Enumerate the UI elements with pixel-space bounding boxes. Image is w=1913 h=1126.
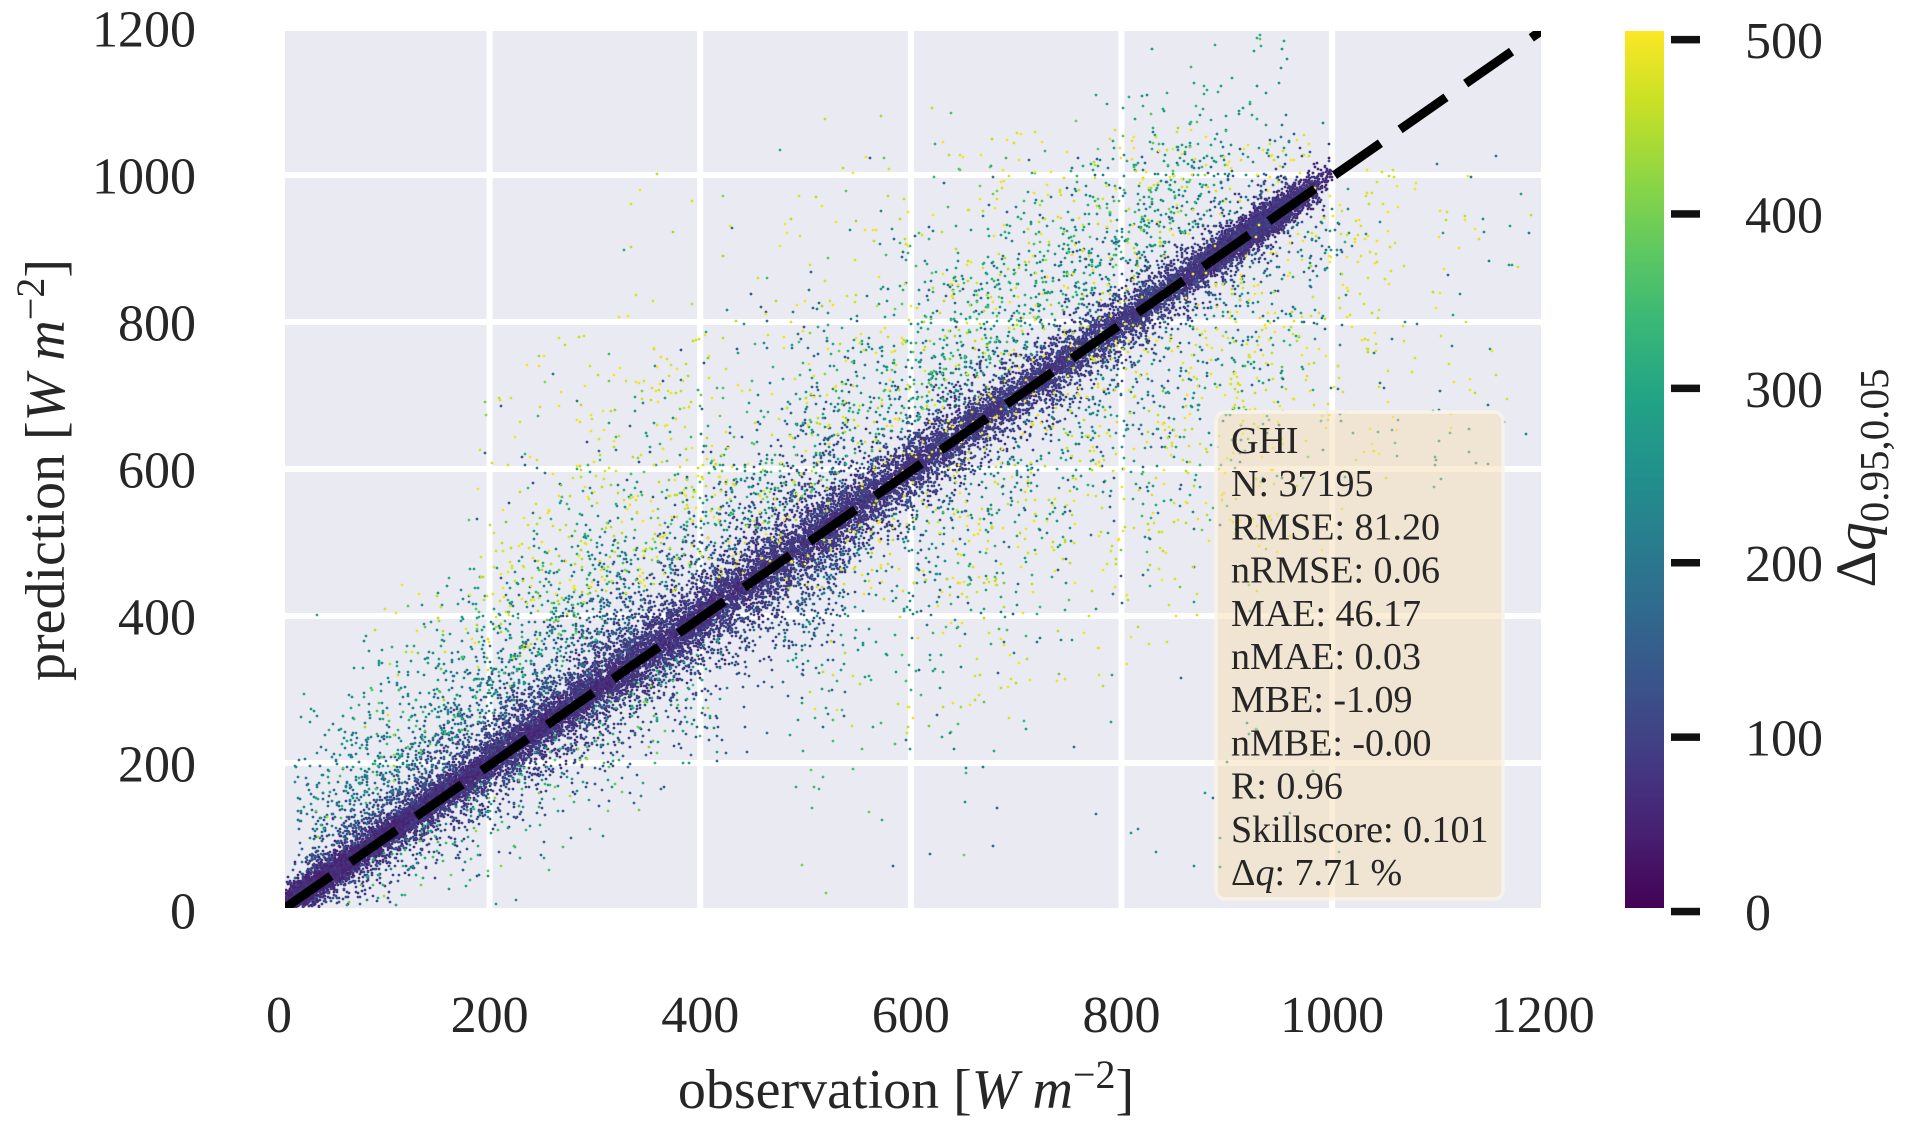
svg-text:600: 600 <box>872 987 950 1044</box>
svg-text:600: 600 <box>118 443 196 500</box>
svg-text:400: 400 <box>118 590 196 647</box>
svg-text:300: 300 <box>1745 362 1823 419</box>
svg-text:nRMSE: 0.06: nRMSE: 0.06 <box>1231 550 1440 592</box>
svg-text:1200: 1200 <box>92 2 196 59</box>
svg-text:0: 0 <box>266 987 292 1044</box>
svg-text:500: 500 <box>1745 13 1823 70</box>
svg-text:800: 800 <box>1083 987 1161 1044</box>
svg-text:800: 800 <box>118 296 196 353</box>
svg-text:400: 400 <box>661 987 739 1044</box>
svg-text:R: 0.96: R: 0.96 <box>1231 766 1343 808</box>
svg-text:observation [W m−2]: observation [W m−2] <box>678 1052 1134 1121</box>
svg-text:200: 200 <box>118 737 196 794</box>
svg-text:400: 400 <box>1745 188 1823 245</box>
svg-text:N: 37195: N: 37195 <box>1231 463 1374 505</box>
svg-text:1000: 1000 <box>92 149 196 206</box>
svg-text:nMBE: -0.00: nMBE: -0.00 <box>1231 722 1432 764</box>
svg-text:nMAE: 0.03: nMAE: 0.03 <box>1231 636 1421 678</box>
svg-text:MBE: -1.09: MBE: -1.09 <box>1231 679 1413 721</box>
svg-text:Δq: 7.71 %: Δq: 7.71 % <box>1231 852 1402 894</box>
svg-text:100: 100 <box>1745 711 1823 768</box>
svg-text:Skillscore: 0.101: Skillscore: 0.101 <box>1231 809 1489 851</box>
svg-text:GHI: GHI <box>1231 420 1299 462</box>
svg-text:0: 0 <box>1745 885 1771 942</box>
svg-text:prediction [W m−2]: prediction [W m−2] <box>8 259 77 681</box>
svg-text:1000: 1000 <box>1280 987 1384 1044</box>
svg-text:RMSE: 81.20: RMSE: 81.20 <box>1231 506 1440 548</box>
svg-text:200: 200 <box>451 987 529 1044</box>
svg-text:1200: 1200 <box>1491 987 1595 1044</box>
svg-text:MAE: 46.17: MAE: 46.17 <box>1231 593 1421 635</box>
svg-text:200: 200 <box>1745 536 1823 593</box>
svg-text:0: 0 <box>170 884 196 941</box>
